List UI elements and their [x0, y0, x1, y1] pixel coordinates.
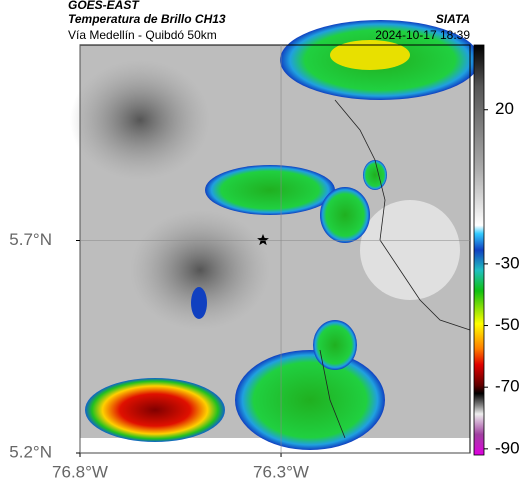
y-tick-label: 5.2°N	[9, 442, 52, 461]
colorbar	[473, 44, 485, 456]
satellite-image	[70, 20, 480, 454]
region: Vía Medellín - Quibdó 50km	[68, 28, 217, 42]
colorbar-tick-label: -30	[495, 253, 520, 272]
source: SIATA	[436, 12, 470, 26]
colorbar-tick-label: -50	[495, 315, 520, 334]
subtitle: Temperatura de Brillo CH13	[68, 12, 226, 26]
y-tick-label: 5.7°N	[9, 230, 52, 249]
colorbar-tick-label: -70	[495, 377, 520, 396]
title: GOES-EAST	[68, 0, 140, 12]
x-tick-label: 76.3°W	[253, 462, 309, 481]
x-tick-label: 76.8°W	[52, 462, 108, 481]
location-star	[257, 234, 269, 246]
colorbar-tick-label: 20	[495, 99, 514, 118]
timestamp: 2024-10-17 18:39	[375, 28, 470, 42]
colorbar-tick-label: -90	[495, 438, 520, 457]
